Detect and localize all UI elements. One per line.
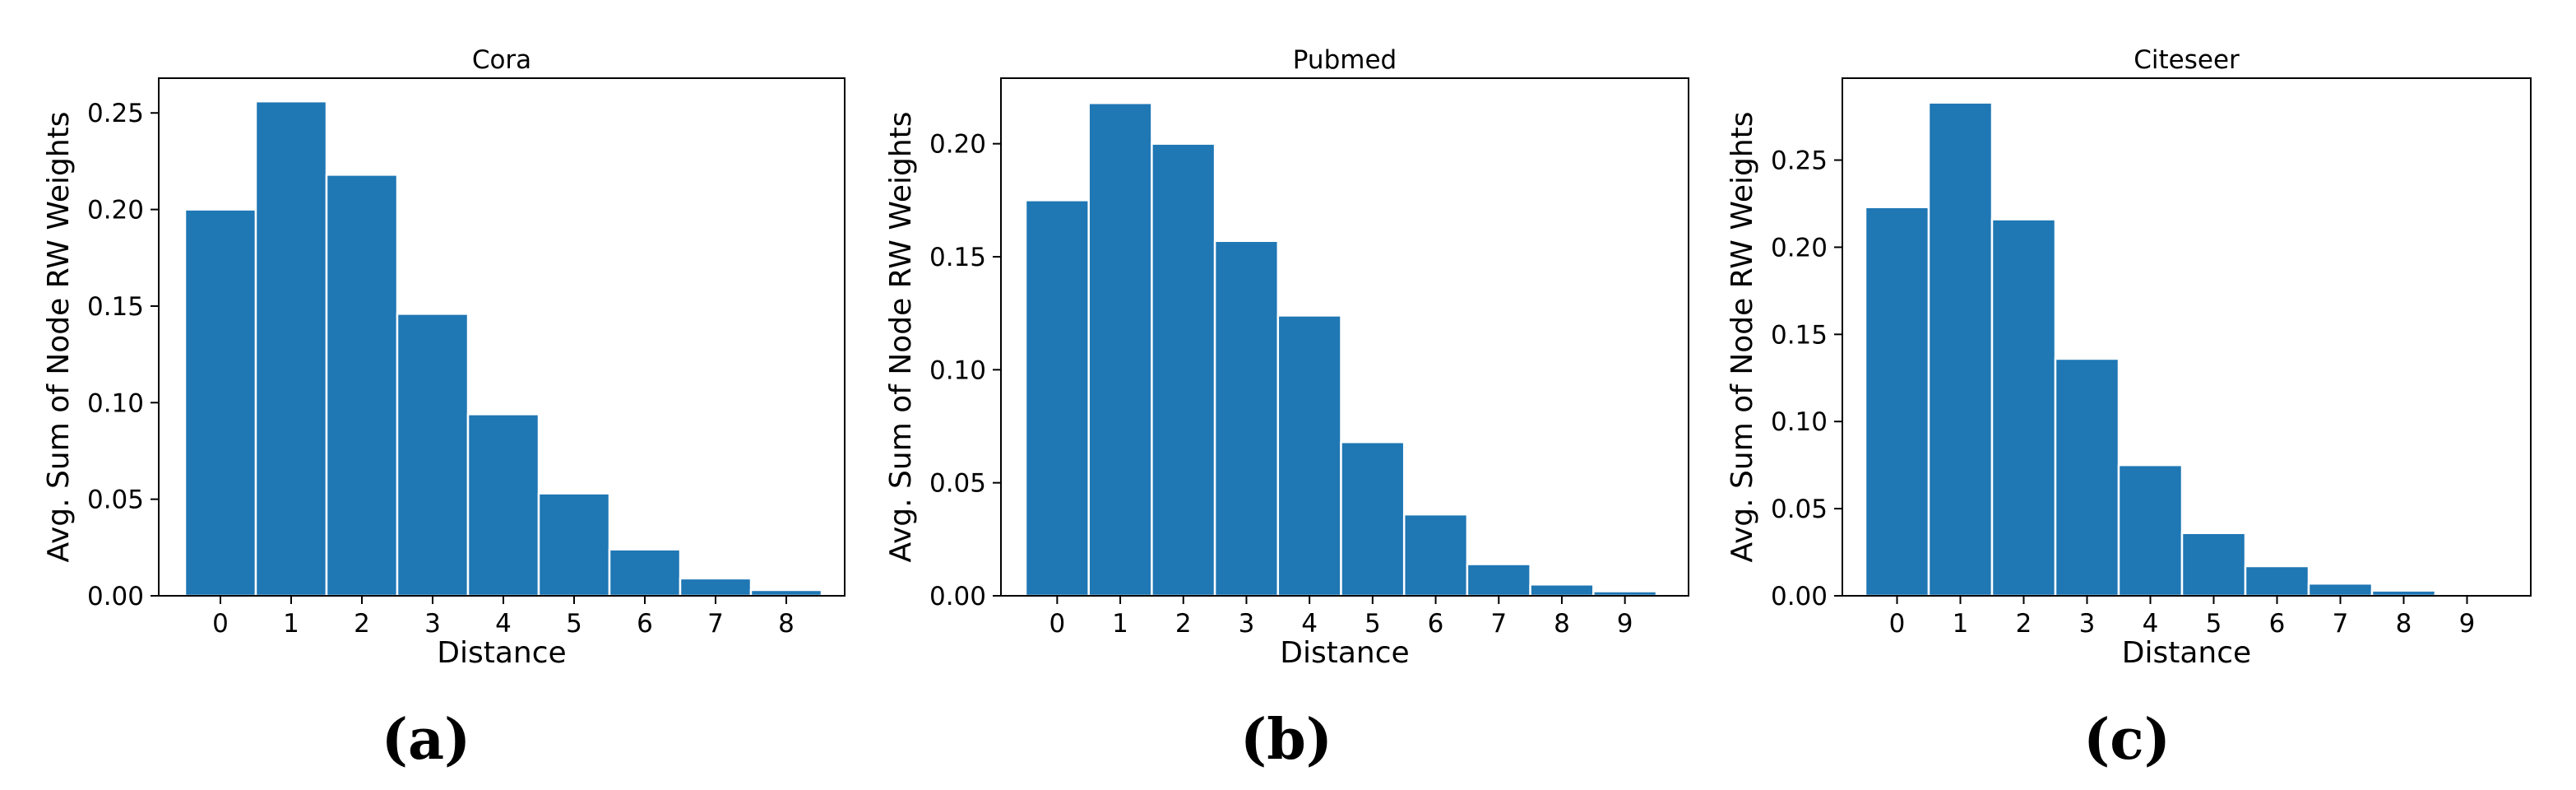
- panel-label: (b): [1240, 707, 1332, 773]
- y-tick-label: 0.15: [87, 292, 144, 322]
- y-tick-label: 0.15: [929, 243, 986, 272]
- y-tick-label: 0.20: [929, 130, 986, 160]
- chart-title: Pubmed: [1293, 45, 1397, 75]
- y-tick-label: 0.10: [87, 388, 144, 418]
- bar-distance-5: [1340, 440, 1406, 597]
- x-tick-label: 7: [707, 609, 724, 639]
- y-tick-label: 0.10: [1771, 407, 1828, 437]
- y-tick-label: 0.20: [87, 196, 144, 225]
- bar-distance-7: [2307, 582, 2374, 597]
- y-tick-label: 0.20: [1771, 233, 1828, 263]
- x-tick-label: 4: [1301, 609, 1318, 639]
- x-tick-label: 4: [2143, 609, 2159, 639]
- y-tick-label: 0.15: [1771, 320, 1828, 350]
- chart-title: Citeseer: [2134, 45, 2240, 75]
- x-tick-label: 1: [283, 609, 299, 639]
- y-axis-label: Avg. Sum of Node RW Weights: [42, 111, 76, 562]
- x-tick-label: 8: [2396, 609, 2412, 639]
- bar-distance-3: [2054, 357, 2120, 597]
- bar-distance-2: [1151, 142, 1216, 597]
- bar-distance-6: [608, 548, 682, 597]
- bar-distance-1: [1087, 101, 1153, 597]
- y-tick-label: 0.25: [1771, 146, 1828, 176]
- x-tick-label: 1: [1953, 609, 1969, 639]
- bar-distance-5: [537, 492, 611, 597]
- x-tick-label: 9: [1617, 609, 1633, 639]
- y-axis-label: Avg. Sum of Node RW Weights: [1726, 111, 1759, 562]
- x-tick-label: 0: [1889, 609, 1906, 639]
- bar-distance-4: [466, 413, 540, 597]
- bar-distance-8: [749, 588, 823, 597]
- bar-distance-4: [2117, 463, 2184, 597]
- x-tick-label: 4: [495, 609, 512, 639]
- x-axis-label: Distance: [2122, 636, 2251, 670]
- x-tick-label: 3: [2079, 609, 2096, 639]
- y-tick-label: 0.00: [1771, 582, 1828, 611]
- axes-frame: [1000, 77, 1689, 597]
- x-tick-label: 5: [566, 609, 582, 639]
- chart-panel-2: 0.00 0.05 0.10 0.15 0.20 0 1 2 3 4 5 6 7 8 9 Pubmed Dist…: [884, 45, 1689, 773]
- bar-distance-3: [396, 313, 470, 597]
- x-tick-label: 7: [1490, 609, 1507, 639]
- x-tick-label: 5: [2206, 609, 2222, 639]
- x-tick-label: 7: [2333, 609, 2349, 639]
- bar-distance-1: [254, 100, 328, 597]
- x-tick-label: 5: [1364, 609, 1381, 639]
- x-tick-label: 6: [1428, 609, 1444, 639]
- panel-label: (a): [382, 707, 470, 773]
- x-axis-label: Distance: [1280, 636, 1409, 670]
- bar-distance-2: [325, 174, 399, 597]
- x-tick-label: 8: [778, 609, 795, 639]
- y-tick-label: 0.05: [1771, 495, 1828, 524]
- x-tick-label: 2: [354, 609, 370, 639]
- bar-distance-7: [679, 577, 753, 597]
- x-tick-label: 0: [1049, 609, 1065, 639]
- bar-distance-1: [1927, 101, 1994, 597]
- axes-frame: [158, 77, 846, 597]
- y-tick-label: 0.25: [87, 99, 144, 128]
- chart-panel-3: 0.00 0.05 0.10 0.15 0.20 0.25 0 1 2 3 4 5 6 7 8 9 Citese…: [1726, 45, 2532, 773]
- y-tick-label: 0.00: [87, 582, 144, 611]
- bar-distance-6: [2244, 565, 2310, 597]
- bar-distance-3: [1213, 239, 1280, 597]
- y-axis-label: Avg. Sum of Node RW Weights: [884, 111, 918, 562]
- x-tick-label: 2: [2016, 609, 2032, 639]
- bar-distance-0: [1024, 199, 1090, 597]
- bar-distance-5: [2180, 532, 2247, 597]
- x-tick-label: 8: [1554, 609, 1570, 639]
- x-tick-label: 9: [2459, 609, 2476, 639]
- x-tick-label: 0: [212, 609, 229, 639]
- bar-distance-7: [1466, 563, 1531, 597]
- bar-distance-6: [1402, 513, 1469, 597]
- bar-distance-4: [1276, 314, 1342, 597]
- x-tick-label: 3: [1239, 609, 1255, 639]
- chart-panel-1: 0.00 0.05 0.10 0.15 0.20 0.25 0 1 2 3 4 5 6 7 8 Cora Dis…: [42, 45, 846, 773]
- y-tick-label: 0.05: [929, 469, 986, 499]
- x-axis-label: Distance: [437, 636, 566, 670]
- x-tick-label: 2: [1175, 609, 1192, 639]
- x-tick-label: 6: [637, 609, 653, 639]
- x-tick-label: 6: [2269, 609, 2286, 639]
- y-tick-label: 0.00: [929, 582, 986, 611]
- axes-frame: [1842, 77, 2532, 597]
- x-tick-label: 1: [1112, 609, 1128, 639]
- x-tick-label: 3: [424, 609, 441, 639]
- bar-distance-0: [1864, 206, 1930, 597]
- y-tick-label: 0.10: [929, 356, 986, 385]
- chart-title: Cora: [472, 45, 531, 75]
- bar-distance-2: [1990, 218, 2057, 597]
- bar-distance-0: [183, 208, 257, 597]
- panel-label: (c): [2083, 707, 2171, 773]
- bar-distance-8: [1529, 583, 1595, 597]
- y-tick-label: 0.05: [87, 486, 144, 515]
